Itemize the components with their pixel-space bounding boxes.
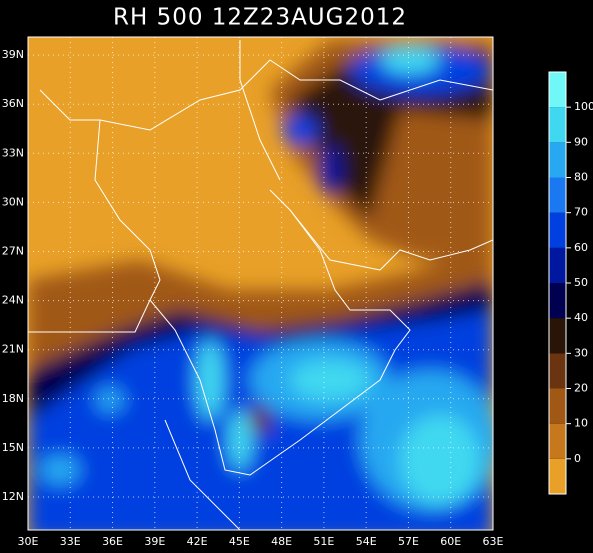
colorbar-label: 10	[574, 417, 588, 430]
x-tick-label: 51E	[313, 535, 334, 548]
x-tick-label: 63E	[483, 535, 504, 548]
x-tick-label: 42E	[187, 535, 208, 548]
colorbar-segment	[549, 318, 566, 354]
x-tick-label: 30E	[18, 535, 39, 548]
colorbar-label: 100	[574, 100, 593, 113]
colorbar-segment	[549, 388, 566, 424]
colorbar-segment	[549, 212, 566, 248]
colorbar-label: 0	[574, 452, 581, 465]
rh-field	[28, 37, 493, 530]
y-tick-label: 15N	[2, 441, 24, 454]
colorbar-label: 40	[574, 311, 588, 324]
colorbar-segment	[549, 353, 566, 389]
y-tick-label: 12N	[2, 490, 24, 503]
colorbar-label: 80	[574, 171, 588, 184]
title: RH 500 12Z23AUG2012	[113, 5, 407, 31]
x-tick-label: 39E	[144, 535, 165, 548]
colorbar-label: 60	[574, 241, 588, 254]
colorbar-segment	[549, 458, 566, 494]
colorbar-label: 50	[574, 276, 588, 289]
y-tick-label: 21N	[2, 343, 24, 356]
colorbar-segment	[549, 107, 566, 143]
colorbar-label: 90	[574, 135, 588, 148]
y-tick-label: 36N	[2, 97, 24, 110]
colorbar-segment	[549, 283, 566, 319]
frame	[27, 36, 494, 531]
y-tick-label: 24N	[2, 294, 24, 307]
x-tick-label: 36E	[102, 535, 123, 548]
y-tick-label: 18N	[2, 392, 24, 405]
coastlines	[28, 40, 493, 530]
colorbar-label: 30	[574, 346, 588, 359]
x-tick-label: 33E	[60, 535, 81, 548]
y-tick-label: 39N	[2, 48, 24, 61]
colorbar-segment	[549, 423, 566, 459]
y-tick-label: 33N	[2, 146, 24, 159]
x-tick-label: 57E	[398, 535, 419, 548]
y-tick-label: 27N	[2, 245, 24, 258]
colorbar-segment	[549, 177, 566, 213]
x-tick-label: 60E	[440, 535, 461, 548]
colorbar-segment	[549, 247, 566, 283]
colorbar-label: 70	[574, 206, 588, 219]
x-tick-label: 48E	[271, 535, 292, 548]
colorbar-segment	[549, 72, 566, 108]
x-tick-label: 54E	[356, 535, 377, 548]
y-tick-label: 30N	[2, 195, 24, 208]
x-tick-label: 45E	[229, 535, 250, 548]
colorbar-segment	[549, 142, 566, 178]
colorbar-label: 20	[574, 382, 588, 395]
